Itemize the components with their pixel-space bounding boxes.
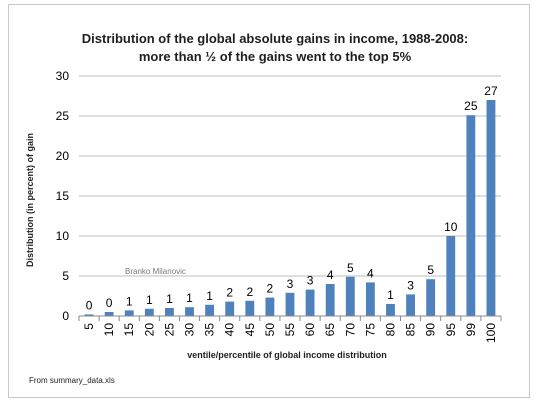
bar-data-label: 3 [307, 274, 314, 288]
x-axis-ticks: 5 10 15 20 25 30 35 40 45 50 55 60 65 70 75 80 85 90 95 99 1… [78, 316, 502, 343]
bar-data-label: 5 [427, 263, 434, 277]
bar-data-label: 4 [367, 266, 374, 280]
bar [365, 282, 375, 316]
x-tick-label: 10 [102, 323, 116, 337]
x-tick-label: 100 [484, 323, 498, 343]
bar [426, 279, 436, 316]
bar [84, 314, 94, 316]
x-tick-label: 55 [283, 323, 297, 337]
y-tick-label: 10 [56, 229, 70, 243]
y-tick-label: 5 [62, 269, 69, 283]
bar-data-label: 2 [226, 286, 233, 300]
bar-data-label: 3 [287, 277, 294, 291]
bar [185, 307, 194, 316]
bar [104, 312, 114, 316]
bar-data-label: 1 [206, 289, 213, 303]
bar-data-label: 10 [444, 220, 458, 234]
bar-data-label: 0 [86, 298, 93, 312]
bar-data-label: 2 [267, 282, 274, 296]
bar-data-label: 0 [106, 296, 113, 310]
x-tick-label: 15 [122, 323, 136, 337]
bar-data-label: 1 [126, 294, 133, 308]
y-tick-label: 30 [56, 69, 70, 83]
bar-chart: Distribution of the global absolute gain… [25, 31, 502, 385]
y-tick-label: 25 [56, 109, 70, 123]
x-tick-label: 5 [82, 323, 96, 330]
y-tick-label: 15 [56, 189, 70, 203]
y-tick-label: 20 [56, 149, 70, 163]
bar-data-label: 2 [246, 285, 253, 299]
bar-data-label: 1 [166, 292, 173, 306]
bar-data-label: 3 [407, 278, 414, 292]
bar-data-label: 1 [186, 291, 193, 305]
y-axis-label: Distribution (in percent) of gain [25, 133, 35, 267]
x-tick-label: 25 [162, 323, 176, 337]
bar-data-label: 25 [464, 99, 478, 113]
chart-title-line-1: Distribution of the global absolute gain… [82, 31, 468, 46]
bar-data-label: 1 [387, 288, 394, 302]
x-tick-label: 40 [223, 323, 237, 337]
x-tick-label: 75 [363, 323, 377, 337]
bar [466, 115, 476, 316]
bar [345, 276, 355, 316]
x-tick-label: 90 [424, 323, 438, 337]
bar [165, 308, 174, 316]
x-tick-label: 95 [444, 323, 458, 337]
x-tick-label: 99 [464, 323, 478, 337]
chart-title-line-2: more than ½ of the gains went to the top… [139, 49, 412, 64]
chart-title: Distribution of the global absolute gain… [82, 31, 468, 64]
bar-data-label: 4 [327, 268, 334, 282]
x-tick-label: 60 [303, 323, 317, 337]
x-tick-label: 65 [323, 323, 337, 337]
bar [265, 297, 275, 316]
x-axis-label: ventile/percentile of global income dist… [187, 350, 387, 360]
bars [84, 100, 496, 316]
x-tick-label: 30 [183, 323, 197, 337]
x-tick-label: 35 [203, 323, 217, 337]
x-tick-label: 70 [343, 323, 357, 337]
bar [124, 310, 134, 316]
chart-frame: Distribution of the global absolute gain… [8, 4, 530, 398]
bar [205, 304, 215, 316]
x-tick-label: 85 [404, 323, 418, 337]
bar-data-label: 5 [347, 261, 354, 275]
bar [305, 289, 315, 316]
bar [245, 300, 255, 316]
gridlines [79, 75, 501, 277]
bar [386, 304, 395, 316]
x-tick-label: 50 [263, 323, 277, 337]
bar [285, 292, 295, 316]
y-tick-label: 0 [62, 309, 69, 323]
bar [486, 100, 496, 316]
x-tick-label: 45 [243, 323, 257, 337]
bar-data-label: 1 [146, 293, 153, 307]
watermark-annotation: Branko Milanovic [125, 267, 186, 276]
source-note: From summary_data.xls [29, 376, 115, 385]
x-tick-label: 80 [383, 323, 397, 337]
bar [225, 301, 235, 316]
bar-data-label: 27 [484, 84, 498, 98]
bar [446, 236, 456, 316]
y-axis-ticks: 0 5 10 15 20 25 30 [56, 69, 70, 323]
bar [325, 284, 335, 316]
bar [406, 294, 415, 316]
x-tick-label: 20 [142, 323, 156, 337]
bar [144, 308, 154, 316]
